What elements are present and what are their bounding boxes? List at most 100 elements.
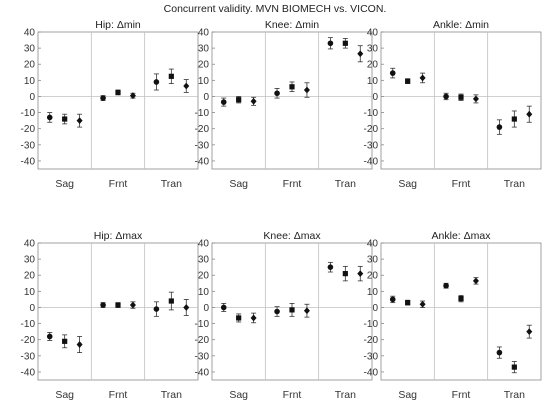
panel-4-marker-square (115, 302, 121, 308)
panel-6-marker-square (458, 296, 464, 302)
panel-4-marker-diamond (76, 341, 83, 348)
panel-4: Hip: Δmax 40 30 20 10 0 -10 -20 -30 -40 Sag Frnt Tra… (21, 230, 199, 401)
panel-6-axes-box (380, 242, 542, 381)
panel-2-ytick-label: -20 (195, 124, 210, 135)
panel-2-marker-square (289, 84, 295, 90)
panel-1-title: Hip: Δmin (95, 19, 141, 31)
panel-3-marker-square (458, 94, 464, 100)
panel-1-ytick-label: -30 (21, 140, 36, 151)
panel-4-marker-square (168, 298, 174, 304)
panel-5-marker-circle (327, 264, 334, 270)
panel-3-marker-circle (496, 124, 503, 130)
panel-5-marker-circle (274, 308, 280, 315)
panel-3-category-label: Tran (504, 178, 525, 190)
panel-4-ytick-label: -30 (21, 351, 36, 362)
panel-4-ytick-label: 40 (24, 239, 36, 250)
panel-6-category-label: Frnt (452, 389, 471, 401)
panel-5-marker-diamond (303, 307, 310, 315)
panel-2-ytick-label: 40 (198, 28, 210, 39)
panel-6-marker-square (511, 364, 517, 370)
panel-5-category-label: Sag (229, 389, 248, 401)
panel-1-ytick-label: 10 (24, 76, 36, 87)
panel-1-ytick-label: 40 (24, 28, 36, 39)
panel-3-ytick-label: 40 (367, 28, 379, 39)
panel-3-ytick-label: 0 (372, 92, 378, 103)
panel-1-marker-square (62, 116, 68, 122)
panel-2-marker-circle (274, 90, 280, 97)
panel-1-ytick-label: 20 (24, 60, 36, 71)
panel-4-marker-square (62, 338, 68, 344)
panel-1-marker-diamond (76, 117, 83, 125)
panel-1-category-label: Tran (161, 178, 182, 190)
panel-1-ytick-label: -20 (21, 124, 36, 135)
panel-1-axes-box (37, 31, 199, 170)
panel-4-ytick-label: 20 (24, 271, 36, 282)
panel-1-marker-circle (46, 114, 53, 121)
panel-6-category-label: Sag (398, 389, 417, 401)
panel-4-ytick-label: 10 (24, 287, 36, 298)
panel-5-ytick-label: -40 (195, 367, 210, 378)
panel-6-ytick-label: 40 (367, 239, 379, 250)
panel-5-ytick-label: 20 (198, 271, 210, 282)
panel-2-ytick-label: 0 (203, 92, 209, 103)
panel-5-marker-square (342, 271, 348, 277)
panel-5-ytick-label: 30 (198, 255, 210, 266)
panel-3-marker-circle (389, 70, 396, 76)
panel-3-ytick-label: -10 (364, 108, 379, 119)
panel-2-marker-circle (220, 99, 227, 105)
panel-6-marker-diamond (526, 328, 533, 336)
panel-6-marker-diamond (472, 277, 479, 285)
panel-1-marker-circle (153, 79, 160, 85)
panel-3-marker-square (511, 116, 517, 122)
panel-6-marker-square (405, 300, 411, 306)
panel-4-axes-box (37, 242, 199, 381)
panel-6-ytick-label: 30 (367, 255, 379, 266)
panel-3-category-label: Sag (398, 178, 417, 190)
panel-4-category-label: Frnt (109, 389, 128, 401)
panel-2-marker-diamond (250, 97, 257, 105)
panel-2-axes-box (211, 31, 373, 170)
panel-3-ytick-label: -30 (364, 140, 379, 151)
panel-6-ytick-label: 10 (367, 287, 379, 298)
panel-1-marker-square (168, 73, 174, 79)
panel-3-ytick-label: 20 (367, 60, 379, 71)
panel-2-category-label: Frnt (283, 178, 302, 190)
panel-2-title: Knee: Δmin (265, 19, 319, 31)
panel-5: Knee: Δmax 40 30 20 10 0 -10 -20 -30 -40 Sag Frnt Tr… (195, 230, 373, 401)
panel-5-marker-square (236, 315, 242, 321)
panel-4-ytick-label: -10 (21, 319, 36, 330)
panel-3-marker-diamond (472, 95, 479, 103)
panel-1-ytick-label: 0 (29, 92, 35, 103)
panel-5-ytick-label: -20 (195, 335, 210, 346)
panel-6-ytick-label: 20 (367, 271, 379, 282)
panel-5-title: Knee: Δmax (263, 230, 321, 242)
panel-2-ytick-label: -10 (195, 108, 210, 119)
panel-3-marker-diamond (419, 74, 426, 82)
panel-2-ytick-label: 30 (198, 44, 210, 55)
panel-3-category-label: Frnt (452, 178, 471, 190)
panel-4-marker-diamond (183, 304, 190, 311)
panel-4-ytick-label: -20 (21, 335, 36, 346)
panel-2-category-label: Sag (229, 178, 248, 190)
panel-6-ytick-label: -20 (364, 335, 379, 346)
panel-6-marker-circle (389, 296, 396, 303)
panel-3-axes-box (380, 31, 542, 170)
panel-6-ytick-label: -10 (364, 319, 379, 330)
panel-2-marker-square (236, 97, 242, 103)
panel-1-marker-diamond (183, 82, 190, 90)
panel-3-marker-diamond (526, 110, 533, 118)
panel-6-marker-circle (443, 282, 449, 289)
panel-5-marker-square (289, 307, 295, 313)
panel-2-ytick-label: 10 (198, 76, 210, 87)
panel-5-ytick-label: 40 (198, 239, 210, 250)
panel-2-marker-diamond (303, 86, 310, 94)
panel-4-ytick-label: 30 (24, 255, 36, 266)
panel-3: Ankle: Δmin 40 30 20 10 0 -10 -20 -30 -40 Sag Frnt T… (364, 19, 542, 190)
panel-5-marker-circle (220, 304, 227, 311)
panel-5-marker-diamond (250, 314, 257, 322)
panel-2-marker-square (342, 40, 348, 46)
panels: Hip: Δmin 40 30 20 10 0 -10 -20 -30 -40 Sag Frnt Tra… (21, 19, 542, 401)
panel-3-marker-square (405, 78, 411, 84)
panel-5-ytick-label: 10 (198, 287, 210, 298)
